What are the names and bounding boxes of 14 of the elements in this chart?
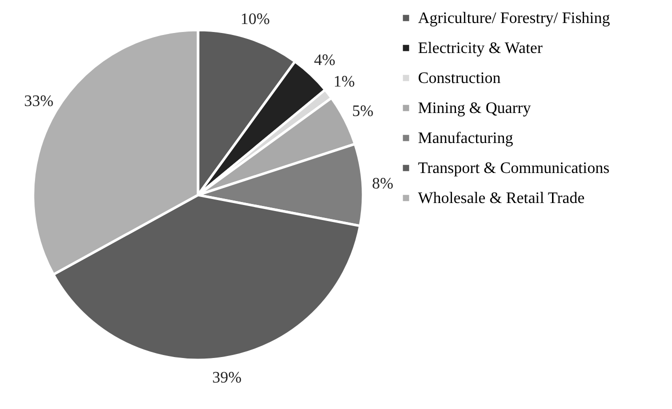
legend-label: Mining & Quarry [418,100,531,117]
legend-label: Wholesale & Retail Trade [418,190,585,207]
legend-label: Agriculture/ Forestry/ Fishing [418,10,610,27]
data-label: 4% [314,52,336,70]
legend-label: Transport & Communications [418,160,610,177]
data-label: 1% [334,74,355,91]
legend-label: Construction [418,70,501,87]
data-label: 8% [372,175,394,192]
legend-label: Manufacturing [418,130,514,147]
data-label: 10% [240,11,270,28]
data-label: 33% [24,92,54,110]
legend-label: Electricity & Water [418,40,544,57]
data-label: 5% [352,103,374,120]
data-label: 39% [212,370,242,387]
